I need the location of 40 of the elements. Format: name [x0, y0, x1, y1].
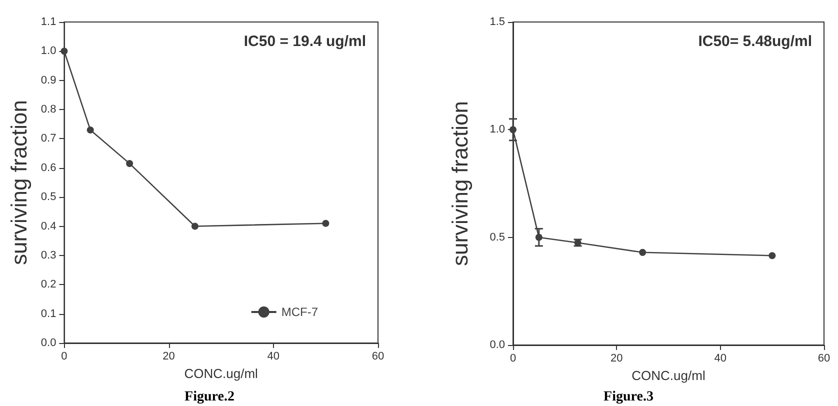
annotation: IC50 = 19.4 ug/ml	[244, 33, 366, 50]
y-tick-label: 0.5	[490, 231, 505, 244]
y-tick-label: 0.8	[40, 104, 56, 116]
y-tick-label: 0.7	[40, 132, 56, 145]
annotation: IC50= 5.48ug/ml	[698, 33, 812, 50]
y-tick-label: 0.2	[40, 278, 56, 291]
x-tick-label: 60	[372, 350, 384, 362]
x-tick-label: 20	[162, 350, 175, 362]
y-tick-label: 0.6	[40, 162, 56, 174]
point	[60, 48, 68, 55]
x-tick-label: 40	[267, 350, 280, 362]
x-tick-label: 0	[510, 352, 516, 364]
y-axis-title: surviving fraction	[6, 100, 32, 266]
y-tick-label: 0.9	[40, 74, 56, 86]
x-tick-label: 60	[818, 352, 830, 364]
legend-label: MCF-7	[281, 305, 318, 319]
x-tick-label: 40	[714, 352, 726, 364]
y-tick-label: 1.1	[40, 16, 56, 28]
x-tick-label: 20	[610, 352, 623, 364]
y-tick-label: 0.0	[40, 337, 56, 349]
point	[86, 126, 94, 134]
y-tick-label: 0.0	[490, 339, 505, 351]
text: Figure.3	[604, 390, 654, 404]
x-axis-title: CONC.ug/ml	[632, 368, 706, 383]
y-tick-label: 0.1	[40, 308, 56, 320]
y-tick-label: 1.0	[40, 45, 56, 58]
x-axis-title: CONC.ug/ml	[184, 366, 258, 381]
text: Figure.2	[184, 390, 234, 404]
y-axis-title: surviving fraction	[448, 100, 472, 266]
y-tick-label: 1.0	[490, 124, 505, 136]
y-tick-label: 0.4	[40, 220, 56, 232]
point	[191, 222, 198, 230]
point	[639, 248, 646, 256]
point	[322, 220, 330, 227]
x-tick-label: 0	[61, 350, 68, 362]
y-tick-label: 0.3	[40, 249, 56, 262]
point	[768, 252, 776, 260]
y-tick-label: 0.5	[40, 191, 56, 204]
point	[126, 160, 134, 168]
y-tick-label: 1.5	[490, 16, 505, 28]
